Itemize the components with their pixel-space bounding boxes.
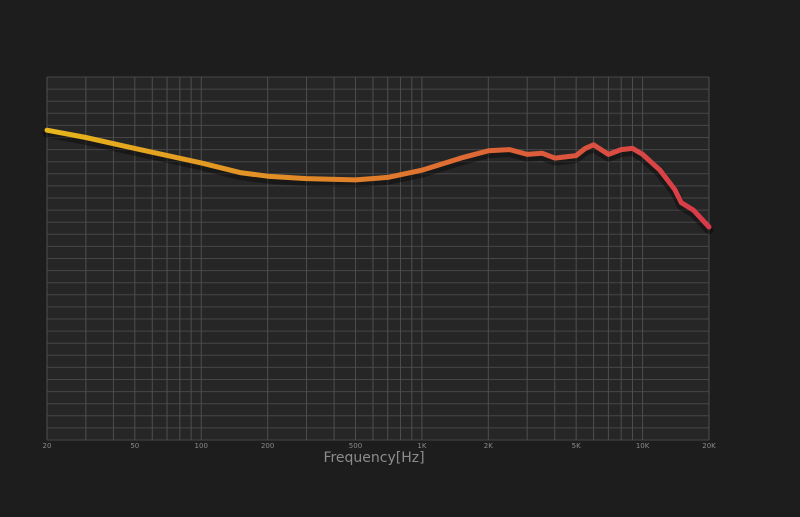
x-tick-label: 100 [195, 442, 208, 450]
x-tick-label: 10K [636, 442, 650, 450]
response-line [44, 127, 712, 230]
x-axis-label: Frequency[Hz] [323, 450, 424, 466]
x-tick-label: 2K [484, 442, 493, 450]
x-tick-label: 500 [349, 442, 362, 450]
x-tick-label: 5K [572, 442, 581, 450]
x-tick-label: 200 [261, 442, 274, 450]
x-tick-label: 50 [130, 442, 139, 450]
x-tick-label: 20 [43, 442, 52, 450]
x-tick-label: 1K [417, 442, 426, 450]
x-tick-label: 20K [702, 442, 716, 450]
